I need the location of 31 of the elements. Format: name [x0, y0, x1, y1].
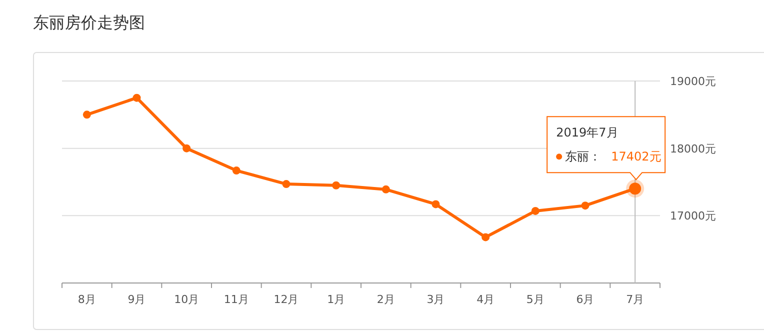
x-tick-label: 5月 [526, 293, 544, 306]
legend: 东丽： [556, 150, 602, 164]
x-tick-label: 9月 [128, 293, 146, 306]
x-tick-label: 2月 [376, 293, 395, 306]
point [132, 94, 141, 102]
x-tick-label: 10月 [174, 293, 200, 306]
point [182, 144, 191, 152]
point [232, 166, 240, 175]
y-tick-label: 18000元 [670, 142, 716, 156]
y-tick-label: 17000元 [670, 210, 716, 223]
point [332, 181, 340, 190]
point [282, 180, 290, 188]
x-tick-label: 4月 [476, 293, 495, 306]
point [382, 185, 390, 194]
chart-title: 东丽房价走势图 [33, 13, 145, 32]
x-tick-label: 12月 [274, 293, 299, 306]
point [82, 110, 91, 119]
point [531, 206, 540, 215]
x-tick-label: 8月 [78, 293, 96, 306]
point [432, 200, 440, 208]
point [581, 202, 590, 210]
point [482, 233, 490, 242]
x-tick-label: 11月 [224, 293, 249, 306]
annotation: 2019年7月 [556, 126, 618, 140]
legend-label: 东丽： [565, 150, 602, 164]
data-label: 17402元 [611, 150, 662, 164]
x-tick-label: 3月 [426, 293, 445, 306]
x-tick-label: 1月 [327, 293, 346, 306]
x-tick-label: 7月 [626, 293, 644, 306]
y-tick-label: 19000元 [670, 75, 716, 88]
x-tick-label: 6月 [576, 293, 594, 306]
